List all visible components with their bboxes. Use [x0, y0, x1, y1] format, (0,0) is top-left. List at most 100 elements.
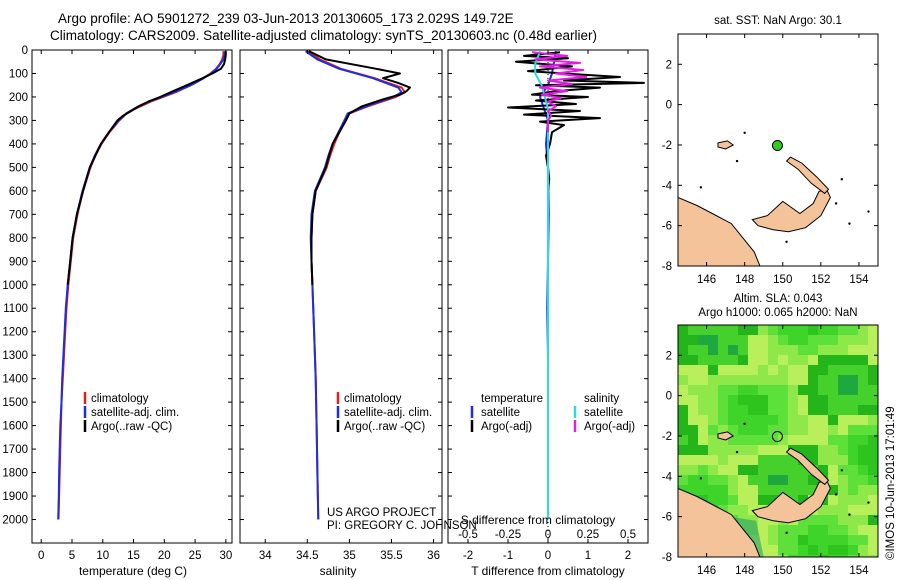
- sla-cell: [818, 345, 828, 355]
- sla-cell: [858, 535, 868, 545]
- sla-cell: [848, 325, 858, 335]
- map-lat-label: 0: [666, 391, 672, 403]
- x-tick-label: 10: [96, 550, 109, 562]
- sla-cell: [748, 345, 758, 355]
- sla-cell: [808, 545, 818, 555]
- sla-cell: [848, 435, 858, 445]
- sla-cell: [738, 415, 748, 425]
- depth-tick-label: 900: [9, 256, 28, 268]
- sla-cell: [798, 525, 808, 535]
- sla-cell: [718, 335, 728, 345]
- sla-cell: [768, 405, 778, 415]
- map-lon-label: 152: [811, 274, 830, 286]
- sla-cell: [688, 465, 698, 475]
- island-speck: [735, 159, 739, 163]
- sla-cell: [688, 325, 698, 335]
- float-position-marker: [771, 140, 783, 152]
- sla-cell: [748, 395, 758, 405]
- sla-cell: [838, 515, 848, 525]
- sla-cell: [678, 345, 688, 355]
- sla-cell: [858, 515, 868, 525]
- sla-cell: [718, 455, 728, 465]
- sla-cell: [778, 355, 788, 365]
- sla-cell: [808, 435, 818, 445]
- landmass-nb: [751, 479, 831, 524]
- sla-cell: [818, 455, 828, 465]
- salinity-legend: climatology satellite-adj. clim. Argo(..…: [336, 392, 432, 433]
- sla-cell: [678, 445, 688, 455]
- sla-cell: [838, 335, 848, 345]
- sla-cell: [838, 505, 848, 515]
- sla-cell: [838, 525, 848, 535]
- sla-cell: [718, 345, 728, 355]
- sla-cell: [788, 525, 798, 535]
- sla-cell: [728, 435, 738, 445]
- sla-cell: [788, 395, 798, 405]
- sla-cell: [748, 335, 758, 345]
- sla-cell: [818, 435, 828, 445]
- sla-cell: [828, 405, 838, 415]
- map-lon-label: 148: [735, 565, 754, 577]
- sla-cell: [778, 435, 788, 445]
- sla-cell: [838, 395, 848, 405]
- sla-cell: [678, 325, 688, 335]
- sla-cell: [788, 355, 798, 365]
- sla-cell: [758, 365, 768, 375]
- sla-cell: [808, 555, 818, 557]
- x-tick-label: 15: [127, 550, 140, 562]
- sla-cell: [778, 455, 788, 465]
- sla-cell: [718, 395, 728, 405]
- sla-cell: [778, 485, 788, 495]
- sla-cell: [748, 435, 758, 445]
- sla-cell: [868, 495, 878, 505]
- depth-tick-label: 200: [9, 92, 28, 104]
- sla-cell: [768, 365, 778, 375]
- sla-cell: [768, 375, 778, 385]
- sla-cell: [748, 385, 758, 395]
- series-line-salinity-satellite: [534, 50, 549, 520]
- sla-cell: [868, 535, 878, 545]
- depth-tick-label: 1800: [2, 468, 28, 480]
- sla-cell: [728, 355, 738, 365]
- sla-cell: [788, 325, 798, 335]
- island-speck: [785, 531, 788, 534]
- sla-map-title-line2: Argo h1000: 0.065 h2000: NaN: [698, 307, 857, 319]
- sla-cell: [798, 535, 808, 545]
- sla-cell: [808, 535, 818, 545]
- sla-cell: [758, 425, 768, 435]
- sla-cell: [848, 345, 858, 355]
- sla-cell: [828, 535, 838, 545]
- sla-cell: [768, 325, 778, 335]
- sla-cell: [698, 425, 708, 435]
- sla-cell: [788, 385, 798, 395]
- sla-cell: [718, 425, 728, 435]
- sla-cell: [818, 465, 828, 475]
- sla-cell: [708, 485, 718, 495]
- depth-tick-label: 400: [9, 139, 28, 151]
- sla-cell: [738, 475, 748, 485]
- sla-cell: [778, 475, 788, 485]
- sla-cell: [848, 385, 858, 395]
- sla-cell: [828, 365, 838, 375]
- sla-cell: [708, 405, 718, 415]
- x-tick-label: 25: [189, 550, 202, 562]
- island-speck: [867, 210, 870, 213]
- sla-cell: [858, 525, 868, 535]
- sla-cell: [718, 325, 728, 335]
- legend-header-temperature: temperature: [481, 393, 543, 405]
- sla-cell: [778, 345, 788, 355]
- sla-cell: [848, 355, 858, 365]
- legend-climatology: climatology: [91, 393, 149, 405]
- sla-cell: [728, 345, 738, 355]
- sla-cell: [828, 345, 838, 355]
- sla-cell: [848, 335, 858, 345]
- sla-cell: [698, 345, 708, 355]
- sla-cell: [848, 465, 858, 475]
- sla-cell: [828, 355, 838, 365]
- sla-cell: [718, 365, 728, 375]
- map-lat-label: -6: [662, 512, 672, 524]
- legend-t-satellite: satellite: [481, 407, 520, 419]
- sla-cell: [718, 415, 728, 425]
- landmass-ni: [785, 447, 830, 486]
- island-speck: [743, 422, 746, 426]
